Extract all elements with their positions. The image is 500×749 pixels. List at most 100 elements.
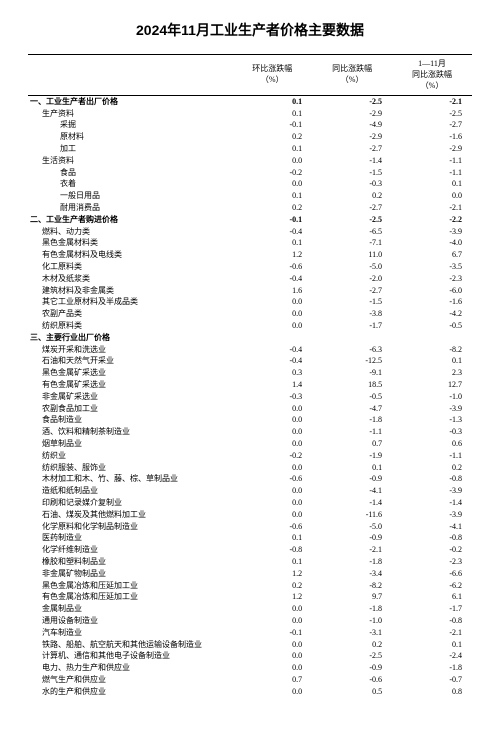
- row-value: -0.6: [232, 262, 312, 274]
- table-row: 纺织原料类0.0-1.7-0.5: [28, 321, 472, 333]
- row-value: -2.3: [392, 273, 472, 285]
- row-label: 三、主要行业出厂价格: [28, 332, 232, 344]
- row-value: -1.7: [392, 604, 472, 616]
- row-label: 黑色金属冶炼和压延加工业: [28, 580, 232, 592]
- row-value: -1.8: [312, 415, 392, 427]
- row-value: 0.0: [232, 439, 312, 451]
- table-row: 一、工业生产者出厂价格0.1-2.5-2.1: [28, 96, 472, 108]
- row-label: 黑色金属矿采选业: [28, 368, 232, 380]
- row-label: 酒、饮料和精制茶制造业: [28, 427, 232, 439]
- row-value: -1.8: [392, 663, 472, 675]
- row-value: 0.1: [392, 356, 472, 368]
- row-value: 0.1: [232, 96, 312, 108]
- table-row: 化学纤维制造业-0.8-2.1-0.2: [28, 545, 472, 557]
- table-row: 通用设备制造业0.0-1.0-0.8: [28, 615, 472, 627]
- row-value: -0.4: [232, 356, 312, 368]
- row-label: 橡胶和塑料制品业: [28, 556, 232, 568]
- row-value: -3.8: [312, 309, 392, 321]
- row-value: 0.5: [312, 686, 392, 698]
- row-value: 0.2: [392, 462, 472, 474]
- row-label: 铁路、船舶、航空航天和其他运输设备制造业: [28, 639, 232, 651]
- row-label: 农副食品加工业: [28, 403, 232, 415]
- row-value: 0.0: [232, 615, 312, 627]
- table-row: 造纸和纸制品业0.0-4.1-3.9: [28, 486, 472, 498]
- row-label: 印刷和记录媒介复制业: [28, 497, 232, 509]
- table-row: 生活资料0.0-1.4-1.1: [28, 155, 472, 167]
- row-value: -0.1: [232, 627, 312, 639]
- table-row: 生产资料0.1-2.9-2.5: [28, 108, 472, 120]
- table-row: 化学原料和化学制品制造业-0.6-5.0-4.1: [28, 521, 472, 533]
- row-value: -0.3: [312, 179, 392, 191]
- row-label: 煤炭开采和洗选业: [28, 344, 232, 356]
- row-value: -0.3: [232, 391, 312, 403]
- row-value: -2.5: [312, 651, 392, 663]
- row-value: -1.7: [312, 321, 392, 333]
- table-row: 非金属矿物制品业1.2-3.4-6.6: [28, 568, 472, 580]
- row-value: 0.1: [392, 179, 472, 191]
- row-value: -4.1: [392, 521, 472, 533]
- row-value: 0.2: [232, 580, 312, 592]
- row-value: -0.4: [232, 344, 312, 356]
- row-value: -0.8: [392, 533, 472, 545]
- row-label: 燃气生产和供应业: [28, 674, 232, 686]
- row-value: -2.9: [312, 132, 392, 144]
- row-value: 0.0: [232, 486, 312, 498]
- row-value: 12.7: [392, 380, 472, 392]
- page: 2024年11月工业生产者价格主要数据 环比涨跌幅（%） 同比涨跌幅（%） 1—…: [0, 0, 500, 718]
- table-row: 黑色金属材料类0.1-7.1-4.0: [28, 238, 472, 250]
- row-value: 0.3: [232, 368, 312, 380]
- row-value: -2.7: [392, 120, 472, 132]
- table-row: 纺织服装、服饰业0.00.10.2: [28, 462, 472, 474]
- table-row: 采掘-0.1-4.9-2.7: [28, 120, 472, 132]
- row-label: 计算机、通信和其他电子设备制造业: [28, 651, 232, 663]
- table-row: 二、工业生产者购进价格-0.1-2.5-2.2: [28, 214, 472, 226]
- row-label: 食品: [28, 167, 232, 179]
- row-value: 0.8: [392, 686, 472, 698]
- row-value: [312, 332, 392, 344]
- row-label: 生产资料: [28, 108, 232, 120]
- table-row: 黑色金属冶炼和压延加工业0.2-8.2-6.2: [28, 580, 472, 592]
- row-value: 6.1: [392, 592, 472, 604]
- table-row: 一般日用品0.10.20.0: [28, 191, 472, 203]
- row-label: 纺织原料类: [28, 321, 232, 333]
- table-row: 黑色金属矿采选业0.3-9.12.3: [28, 368, 472, 380]
- row-value: 0.1: [232, 533, 312, 545]
- row-value: -1.4: [312, 155, 392, 167]
- row-label: 纺织服装、服饰业: [28, 462, 232, 474]
- table-row: 三、主要行业出厂价格: [28, 332, 472, 344]
- row-value: 0.0: [232, 509, 312, 521]
- row-value: -0.9: [312, 533, 392, 545]
- row-value: -2.7: [312, 203, 392, 215]
- row-value: 0.0: [232, 604, 312, 616]
- row-label: 非金属矿采选业: [28, 391, 232, 403]
- row-label: 水的生产和供应业: [28, 686, 232, 698]
- table-row: 农副食品加工业0.0-4.7-3.9: [28, 403, 472, 415]
- row-label: 有色金属冶炼和压延加工业: [28, 592, 232, 604]
- row-value: 0.2: [232, 203, 312, 215]
- table-row: 食品-0.2-1.5-1.1: [28, 167, 472, 179]
- row-value: -2.0: [312, 273, 392, 285]
- table-row: 其它工业原材料及半成品类0.0-1.5-1.6: [28, 297, 472, 309]
- row-label: 非金属矿物制品业: [28, 568, 232, 580]
- row-label: 纺织业: [28, 450, 232, 462]
- row-label: 食品制造业: [28, 415, 232, 427]
- row-label: 建筑材料及非金属类: [28, 285, 232, 297]
- row-label: 汽车制造业: [28, 627, 232, 639]
- table-row: 煤炭开采和洗选业-0.4-6.3-8.2: [28, 344, 472, 356]
- table-row: 木材及纸浆类-0.4-2.0-2.3: [28, 273, 472, 285]
- row-value: -1.1: [392, 155, 472, 167]
- row-value: 0.0: [392, 191, 472, 203]
- row-value: -0.1: [232, 120, 312, 132]
- row-value: -6.6: [392, 568, 472, 580]
- row-value: -3.5: [392, 262, 472, 274]
- row-label: 其它工业原材料及半成品类: [28, 297, 232, 309]
- table-row: 非金属矿采选业-0.3-0.5-1.0: [28, 391, 472, 403]
- row-value: 0.0: [232, 403, 312, 415]
- header-col-2: 同比涨跌幅（%）: [312, 55, 392, 96]
- row-value: -3.4: [312, 568, 392, 580]
- row-label: 一般日用品: [28, 191, 232, 203]
- row-value: -4.7: [312, 403, 392, 415]
- row-value: -2.2: [392, 214, 472, 226]
- row-value: -1.6: [392, 297, 472, 309]
- table-row: 有色金属冶炼和压延加工业1.29.76.1: [28, 592, 472, 604]
